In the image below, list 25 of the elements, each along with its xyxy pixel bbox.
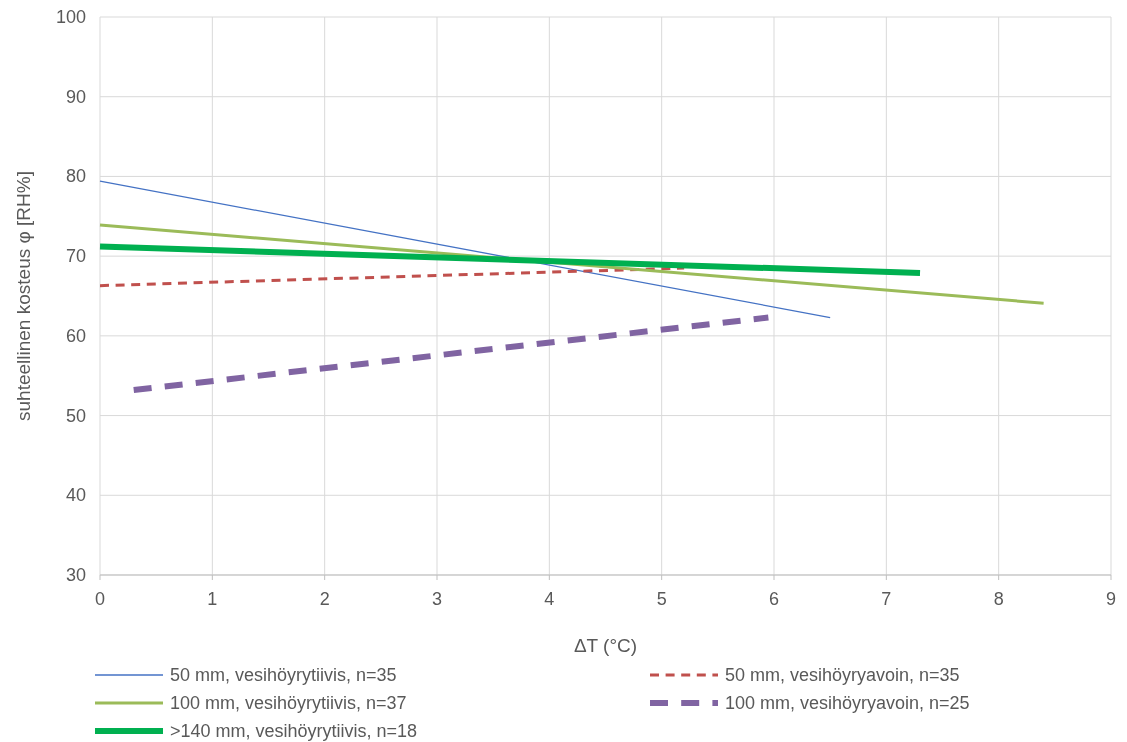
x-tick-label: 7 [881, 589, 892, 609]
x-tick-label: 3 [431, 589, 443, 609]
x-axis-title: ΔT (°C) [573, 635, 638, 656]
x-tick-label: 0 [94, 589, 106, 609]
y-tick-label: 30 [65, 565, 86, 585]
y-tick-label: 70 [65, 246, 86, 267]
x-tick-label: 2 [319, 589, 330, 609]
x-tick-label: 9 [1105, 589, 1117, 609]
y-tick-label: 90 [65, 86, 86, 107]
y-tick-label: 60 [65, 325, 86, 346]
x-tick-label: 1 [207, 589, 218, 609]
y-tick-label: 40 [65, 485, 86, 506]
x-tick-label: 5 [656, 589, 667, 609]
y-axis-title: suhteellinen kosteus φ [RH%] [13, 171, 34, 421]
legend-label: 100 mm, vesihöyrytiivis, n=37 [170, 693, 407, 713]
legend-label: 50 mm, vesihöyryavoin, n=35 [725, 665, 960, 685]
x-tick-label: 6 [768, 589, 780, 609]
legend-label: 100 mm, vesihöyryavoin, n=25 [725, 693, 970, 713]
legend-label: >140 mm, vesihöyrytiivis, n=18 [170, 721, 418, 741]
x-tick-label: 8 [993, 589, 1004, 609]
y-tick-label: 80 [65, 166, 86, 187]
y-tick-label: 50 [65, 405, 86, 426]
x-tick-label: 4 [544, 589, 555, 609]
y-tick-label: 100 [55, 7, 86, 27]
legend-label: 50 mm, vesihöyrytiivis, n=35 [170, 665, 397, 685]
